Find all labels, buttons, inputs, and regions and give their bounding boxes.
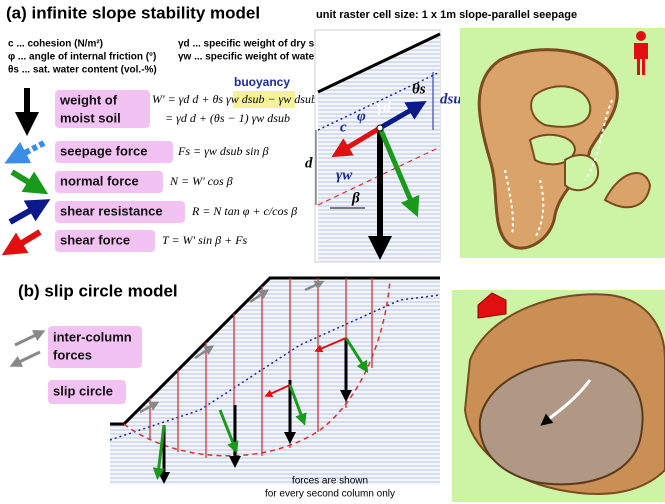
symbol: θs ... sat. water content (vol.-%) [8, 65, 157, 76]
shear-arrow [12, 232, 40, 249]
legend-label: inter-column [53, 329, 132, 344]
figure: (a) infinite slope stability model unit … [0, 0, 665, 504]
diagram-label: c [340, 119, 347, 135]
legend-label: forces [53, 347, 92, 362]
person [636, 31, 646, 41]
resistance-arrow [10, 205, 40, 222]
equation: N = W' cos β [169, 174, 233, 188]
normal-arrow [12, 172, 38, 188]
force-label: shear force [60, 232, 130, 247]
symbol: φ ... angle of internal friction (°) [8, 52, 156, 63]
diagram-label: θs [412, 81, 426, 97]
force-label: shear resistance [60, 203, 163, 218]
force-label: seepage force [60, 143, 147, 158]
diagram-label: β [351, 190, 360, 206]
diagram-label: φ [357, 108, 366, 124]
equation: = γd d + (θs − 1) γw dsub [165, 111, 290, 125]
legend-label: slip circle [53, 383, 113, 398]
inter-column-arrow [15, 333, 40, 345]
force-label: normal force [60, 173, 139, 188]
diagram-label: γw [336, 167, 353, 183]
panel-b-title: (b) slip circle model [18, 281, 178, 300]
symbol: c ... cohesion (N/m²) [8, 39, 103, 50]
equation: W' = γd d + θs γw dsub − γw dsub [152, 92, 317, 106]
buoyancy-label: buoyancy [234, 75, 290, 89]
panel-a-subtitle: unit raster cell size: 1 x 1m slope-para… [316, 9, 577, 21]
force-label: moist soil [60, 110, 121, 125]
diagram-label: γd [377, 99, 391, 115]
diagram-label: d [305, 155, 313, 171]
note: forces are shown [292, 476, 368, 487]
island [565, 155, 598, 190]
panel-a-title: (a) infinite slope stability model [6, 3, 260, 22]
seepage-arrow [15, 143, 44, 158]
equation: Fs = γw dsub sin β [177, 144, 269, 158]
inter-column-arrow [15, 352, 40, 364]
equation: T = W' sin β + Fs [162, 233, 248, 247]
island [531, 86, 590, 127]
pivot [377, 125, 383, 131]
force-label: weight of [59, 92, 118, 107]
note: for every second column only [265, 489, 395, 500]
equation: R = N tan φ + c/cos β [191, 204, 297, 218]
